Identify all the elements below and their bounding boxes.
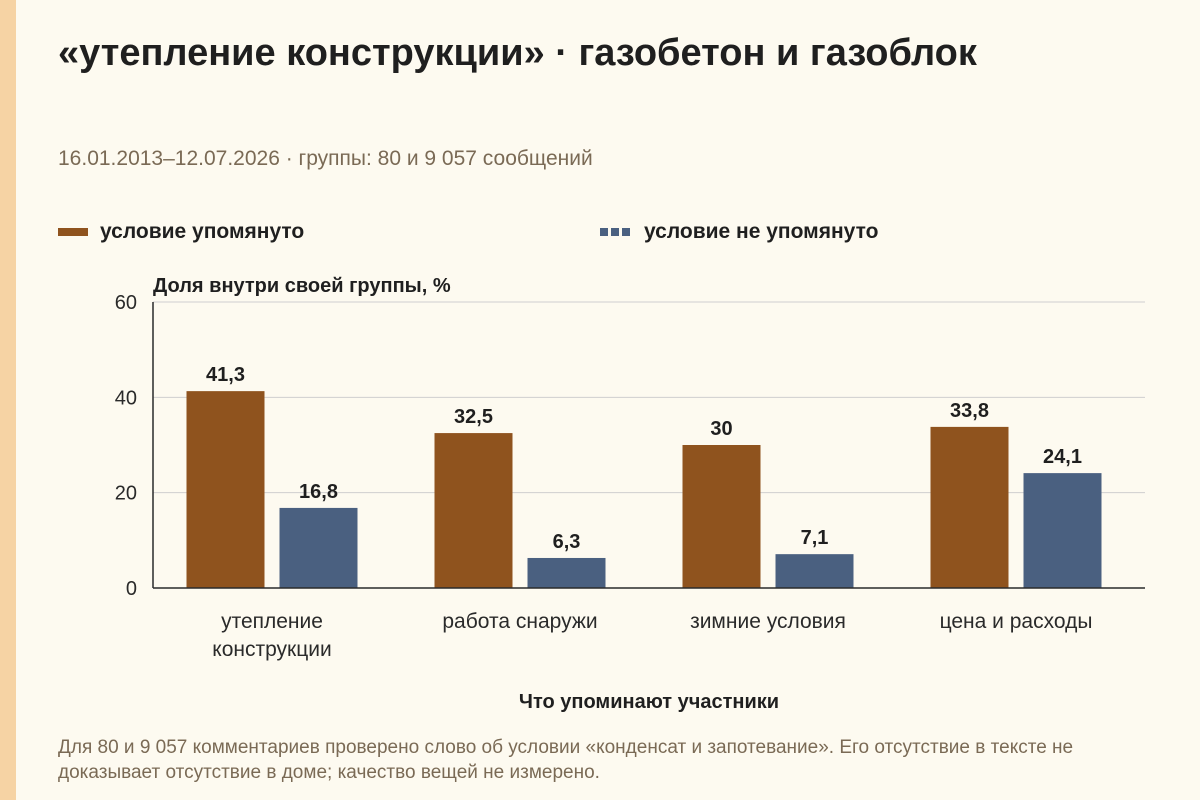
left-accent-stripe bbox=[0, 0, 16, 800]
value-label: 32,5 bbox=[454, 406, 493, 428]
x-tick-label: утепление bbox=[221, 610, 323, 633]
bar bbox=[186, 391, 265, 588]
legend-swatch-not-mentioned bbox=[600, 228, 630, 236]
x-axis-title: Что упоминают участники bbox=[519, 691, 779, 713]
x-tick-label: цена и расходы bbox=[940, 610, 1093, 633]
value-label: 7,1 bbox=[801, 527, 829, 549]
bar bbox=[279, 507, 358, 588]
legend-item-not-mentioned: условие не упомянуто bbox=[600, 220, 878, 244]
bar bbox=[434, 433, 513, 588]
x-tick-label: зимние условия bbox=[690, 610, 846, 633]
value-label: 33,8 bbox=[950, 400, 989, 422]
x-tick-label: работа снаружи bbox=[442, 610, 597, 633]
y-tick-label: 20 bbox=[115, 483, 137, 505]
bar bbox=[930, 426, 1009, 588]
x-tick-label: конструкции bbox=[212, 638, 331, 661]
bar bbox=[775, 554, 854, 588]
bar bbox=[682, 445, 761, 588]
y-axis-title: Доля внутри своей группы, % bbox=[153, 275, 451, 297]
y-tick-label: 40 bbox=[115, 387, 137, 409]
legend-item-mentioned: условие упомянуто bbox=[58, 220, 304, 244]
page-title: «утепление конструкции» · газобетон и га… bbox=[58, 32, 977, 74]
legend-swatch-mentioned bbox=[58, 228, 88, 236]
bar bbox=[1023, 473, 1102, 588]
value-label: 41,3 bbox=[206, 364, 245, 386]
value-label: 16,8 bbox=[299, 481, 338, 503]
value-label: 6,3 bbox=[553, 531, 581, 553]
value-label: 24,1 bbox=[1043, 446, 1082, 468]
page-subtitle: 16.01.2013–12.07.2026 · группы: 80 и 9 0… bbox=[58, 147, 593, 170]
y-tick-label: 60 bbox=[115, 292, 137, 314]
value-label: 30 bbox=[710, 418, 732, 440]
bar bbox=[527, 557, 606, 588]
legend-label-not-mentioned: условие не упомянуто bbox=[644, 220, 879, 243]
footnote: Для 80 и 9 057 комментариев проверено сл… bbox=[58, 737, 1074, 783]
legend-label-mentioned: условие упомянуто bbox=[100, 220, 305, 243]
y-tick-label: 0 bbox=[126, 578, 137, 600]
